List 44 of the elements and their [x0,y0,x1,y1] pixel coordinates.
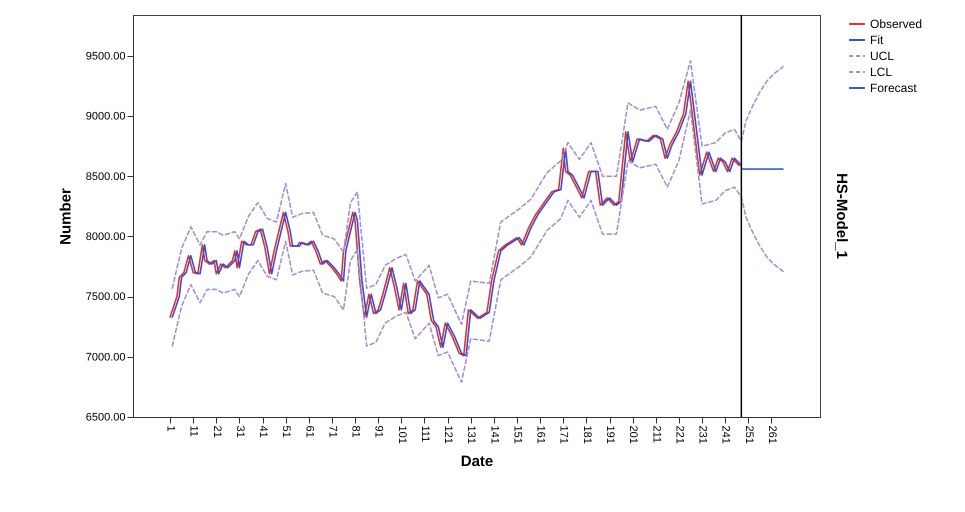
x-tick-label: 51 [280,426,292,438]
x-tick-label: 211 [650,426,662,444]
x-tick-label: 201 [627,426,640,444]
x-tick-label: 161 [534,426,547,444]
text: HS-Model_1 [833,173,850,259]
y-tick-label: 8500.00 [86,170,126,183]
x-tick-label: 221 [673,426,686,444]
line-series [172,60,784,326]
legend-label: UCL [870,49,894,63]
x-tick-label: 121 [442,426,454,444]
y-tick-label: 9000.00 [86,110,126,123]
y-tick-label: 8000.00 [86,230,126,243]
x-tick-label: 91 [372,426,385,438]
x-tick-label: 191 [604,426,616,444]
x-tick-label: 171 [558,426,570,444]
x-tick-label: 41 [257,426,270,438]
x-tick-label: 1 [164,426,177,432]
y-axis-title: Number [58,188,75,245]
y-tick-label: 7000.00 [86,351,126,364]
x-tick-label: 81 [350,426,362,438]
x-tick-label: 111 [418,426,431,442]
y-tick-label: 6500.00 [86,412,126,424]
x-tick-label: 151 [511,426,524,444]
x-tick-label: 11 [188,426,200,437]
x-axis-title: Date [460,452,494,470]
x-tick-label: 31 [234,426,246,438]
y-tick-label: 9500.00 [86,50,126,62]
line-series [172,109,784,383]
x-tick-label: 241 [720,426,732,444]
x-tick-label: 251 [742,426,755,444]
x-tick-label: 21 [210,426,223,438]
x-tick-label: 141 [488,426,500,444]
x-tick-label: 261 [766,426,778,444]
legend-label: LCL [870,65,892,79]
x-tick-label: 101 [396,426,408,444]
legend-label: Fit [870,33,884,47]
x-tick-label: 131 [465,426,478,444]
x-tick-label: 71 [326,426,338,438]
legend-label: Forecast [870,81,918,95]
legend-label: Observed [870,17,922,31]
x-tick-label: 231 [696,426,709,444]
x-tick-label: 61 [303,426,316,438]
x-tick-label: 181 [580,426,593,444]
y-tick-label: 7500.00 [86,291,126,304]
